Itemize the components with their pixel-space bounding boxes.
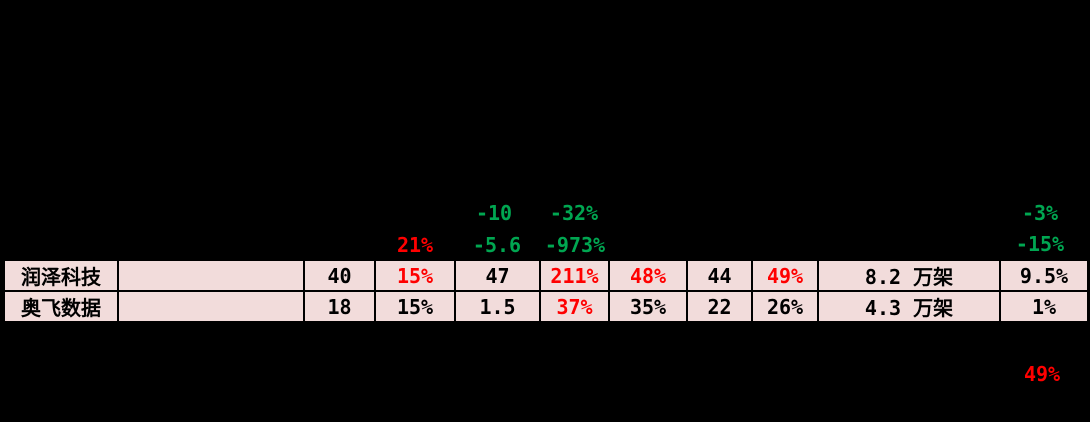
overlay-value-neg5-6: -5.6: [472, 233, 522, 257]
metric-cell: 18: [303, 290, 376, 323]
metric-cell: 211%: [539, 259, 610, 292]
table-row-runze: 润泽科技 40 15% 47 211% 48% 44 49% 8.2 万架 9.…: [3, 259, 1089, 292]
overlay-value-neg973pct: -973%: [544, 233, 606, 257]
metric-cell: 15%: [374, 290, 456, 323]
data-table: 润泽科技 40 15% 47 211% 48% 44 49% 8.2 万架 9.…: [3, 259, 1089, 323]
metric-cell: 49%: [751, 259, 819, 292]
metric-cell: 47: [454, 259, 541, 292]
table-row-aofei: 奥飞数据 18 15% 1.5 37% 35% 22 26% 4.3 万架 1%: [3, 290, 1089, 323]
company-name-cell: 奥飞数据: [3, 290, 119, 323]
metric-cell: 4.3 万架: [817, 290, 1001, 323]
overlay-value-neg10: -10: [475, 201, 513, 225]
metric-cell: 48%: [608, 259, 688, 292]
overlay-value-21pct: 21%: [396, 233, 434, 257]
overlay-value-49pct: 49%: [1023, 362, 1061, 386]
overlay-value-neg3pct: -3%: [1021, 201, 1059, 225]
metric-cell: 37%: [539, 290, 610, 323]
company-name-cell: 润泽科技: [3, 259, 119, 292]
empty-cell: [117, 259, 305, 292]
metric-cell: 26%: [751, 290, 819, 323]
metric-cell: 1%: [999, 290, 1089, 323]
metric-cell: 40: [303, 259, 376, 292]
metric-cell: 35%: [608, 290, 688, 323]
metric-cell: 1.5: [454, 290, 541, 323]
overlay-value-neg15pct: -15%: [1015, 232, 1065, 256]
metric-cell: 15%: [374, 259, 456, 292]
metric-cell: 9.5%: [999, 259, 1089, 292]
metric-cell: 22: [686, 290, 753, 323]
empty-cell: [117, 290, 305, 323]
metric-cell: 8.2 万架: [817, 259, 1001, 292]
overlay-value-neg32pct: -32%: [549, 201, 599, 225]
metric-cell: 44: [686, 259, 753, 292]
